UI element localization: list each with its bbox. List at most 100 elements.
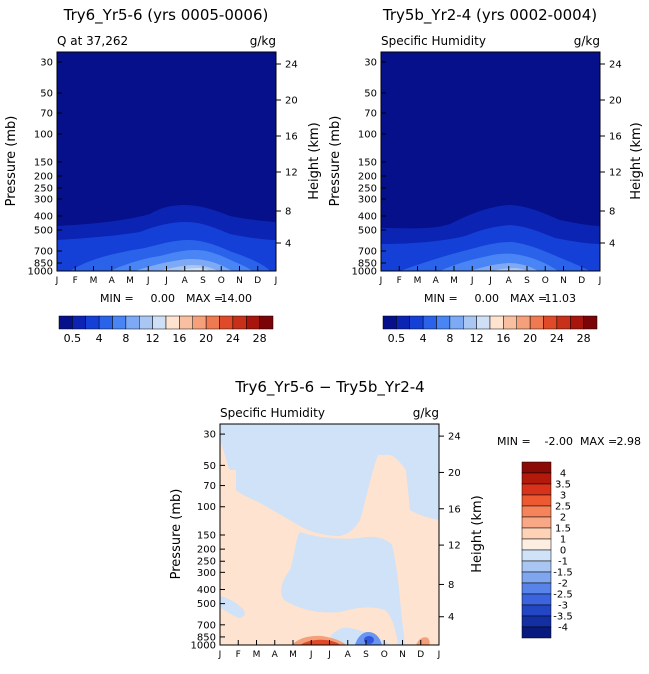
colorbar-swatch bbox=[521, 494, 552, 507]
y-tick-label: 400 bbox=[358, 212, 377, 223]
panel-3-negative-region-left bbox=[220, 596, 245, 618]
panel-1: Try6_Yr5-6 (yrs 0005-0006) Q at 37,262 g… bbox=[4, 6, 322, 345]
colorbar-label: -1.5 bbox=[553, 568, 573, 579]
y-tick-label: 500 bbox=[34, 226, 53, 237]
x-tick-label: M bbox=[414, 276, 422, 286]
y2-tick-label: 12 bbox=[609, 168, 622, 179]
panel-1-ylabel: Pressure (mb) bbox=[4, 116, 19, 207]
y-tick-label: 250 bbox=[358, 184, 377, 195]
colorbar-swatch bbox=[476, 315, 491, 330]
colorbar-swatch bbox=[205, 315, 220, 330]
colorbar-swatch bbox=[219, 315, 234, 330]
panel-2-field bbox=[381, 52, 600, 271]
y2-tick-label: 8 bbox=[448, 580, 454, 591]
y2-tick-label: 12 bbox=[285, 168, 298, 179]
colorbar-label: 8 bbox=[122, 332, 129, 345]
colorbar-swatch bbox=[521, 527, 552, 540]
y-tick-label: 150 bbox=[197, 531, 216, 542]
x-tick-label: A bbox=[109, 276, 116, 286]
colorbar-label: 1.5 bbox=[555, 524, 571, 535]
panel-2-min-value: 0.00 bbox=[475, 292, 500, 305]
colorbar-swatch bbox=[85, 315, 100, 330]
colorbar-label: 8 bbox=[446, 332, 453, 345]
panel-3-title: Try6_Yr5-6 − Try5b_Yr2-4 bbox=[234, 378, 424, 397]
x-tick-label: N bbox=[236, 276, 243, 286]
x-tick-label: J bbox=[146, 276, 150, 286]
panel-1-units: g/kg bbox=[250, 34, 276, 48]
y2-tick-label: 24 bbox=[448, 432, 461, 443]
colorbar-swatch bbox=[72, 315, 86, 330]
y-tick-label: 500 bbox=[197, 599, 216, 610]
colorbar-label: 24 bbox=[550, 332, 564, 345]
y-tick-label: 700 bbox=[358, 247, 377, 258]
colorbar-swatch bbox=[58, 315, 73, 330]
y-tick-label: 100 bbox=[197, 502, 216, 513]
y-tick-label: 850 bbox=[34, 259, 53, 270]
panel-3-min-label: MIN = bbox=[497, 435, 531, 448]
colorbar-label: -1 bbox=[558, 557, 568, 568]
x-tick-label: J bbox=[470, 276, 474, 286]
x-tick-label: F bbox=[397, 276, 402, 286]
colorbar-label: 28 bbox=[577, 332, 591, 345]
x-tick-label: O bbox=[218, 276, 225, 286]
y-tick-label: 850 bbox=[358, 259, 377, 270]
colorbar-swatch bbox=[422, 315, 437, 330]
colorbar-swatch bbox=[521, 538, 552, 551]
panel-2-y2label: Height (km) bbox=[629, 122, 644, 199]
colorbar-swatch bbox=[521, 593, 552, 606]
panel-3-field bbox=[220, 424, 439, 645]
colorbar-swatch bbox=[246, 315, 260, 330]
colorbar-label: 16 bbox=[172, 332, 186, 345]
y2-tick-label: 12 bbox=[448, 541, 461, 552]
colorbar-swatch bbox=[583, 315, 598, 330]
panel-3-negative-region-upper bbox=[220, 424, 439, 536]
colorbar-label: -2 bbox=[558, 579, 568, 590]
y-tick-label: 250 bbox=[34, 184, 53, 195]
y-tick-label: 100 bbox=[34, 130, 53, 141]
x-tick-label: J bbox=[488, 276, 492, 286]
panel-2-subtitle: Specific Humidity bbox=[381, 34, 486, 48]
y2-tick-label: 4 bbox=[285, 239, 291, 250]
y2-tick-label: 20 bbox=[285, 96, 298, 107]
x-tick-label: A bbox=[345, 650, 352, 660]
x-tick-label: N bbox=[560, 276, 567, 286]
panel-3-max-value: 2.98 bbox=[617, 435, 642, 448]
x-tick-label: M bbox=[289, 650, 297, 660]
y-tick-label: 700 bbox=[34, 247, 53, 258]
colorbar-swatch bbox=[125, 315, 140, 330]
x-tick-label: J bbox=[218, 650, 222, 660]
colorbar-label: 2 bbox=[560, 513, 566, 524]
y-tick-label: 30 bbox=[40, 58, 53, 69]
x-tick-label: F bbox=[236, 650, 241, 660]
colorbar-swatch bbox=[521, 582, 552, 595]
colorbar-swatch bbox=[192, 315, 207, 330]
panel-3-colorbar: 43.532.521.510-1-1.5-2-2.5-3-3.5-4 bbox=[521, 461, 573, 639]
colorbar-swatch bbox=[521, 626, 552, 639]
colorbar-label: 24 bbox=[226, 332, 240, 345]
panel-2-max-label: MAX = bbox=[510, 292, 547, 305]
panel-3-positive-right bbox=[416, 637, 430, 645]
y-tick-label: 50 bbox=[40, 89, 53, 100]
panel-1-colorbar: 0.5 4 8 12 16 20 24 28 bbox=[58, 315, 274, 345]
x-tick-label: N bbox=[399, 650, 406, 660]
colorbar-swatch bbox=[112, 315, 127, 330]
y2-tick-label: 16 bbox=[448, 504, 461, 515]
colorbar-label: 3.5 bbox=[555, 480, 571, 491]
y2-tick-label: 16 bbox=[285, 132, 298, 143]
y2-tick-label: 20 bbox=[609, 96, 622, 107]
panel-3-ylabel: Pressure (mb) bbox=[169, 489, 184, 580]
colorbar-label: -2.5 bbox=[553, 590, 573, 601]
colorbar-label: 4 bbox=[96, 332, 103, 345]
y-tick-label: 300 bbox=[197, 568, 216, 579]
y-tick-label: 850 bbox=[197, 632, 216, 643]
x-tick-label: O bbox=[381, 650, 388, 660]
colorbar-swatch bbox=[521, 483, 552, 496]
x-tick-label: S bbox=[363, 650, 369, 660]
panel-1-field bbox=[57, 52, 276, 271]
panel-1-max-value: 14.00 bbox=[221, 292, 253, 305]
x-tick-label: J bbox=[379, 276, 383, 286]
